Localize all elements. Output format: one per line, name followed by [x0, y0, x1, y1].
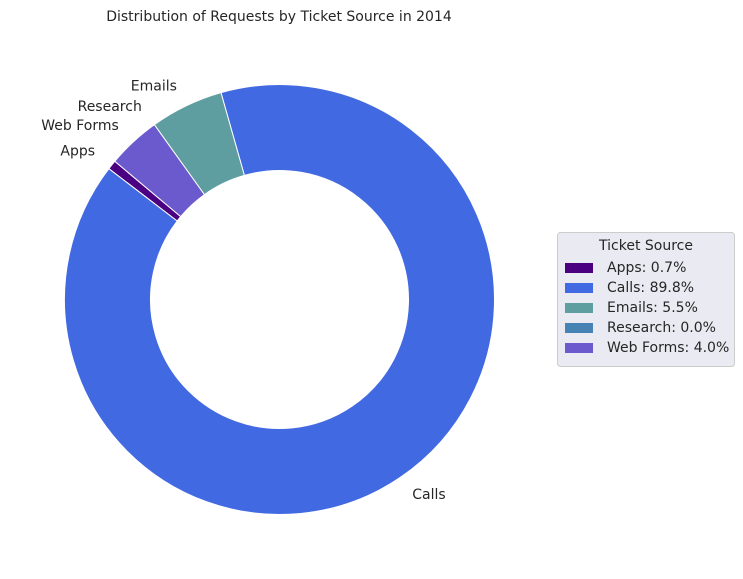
legend-swatch-emails	[565, 303, 593, 313]
legend-label-calls: Calls: 89.8%	[607, 280, 694, 296]
legend-swatch-web-forms	[565, 343, 593, 353]
legend-entries: Apps: 0.7% Calls: 89.8% Emails: 5.5% Resear…	[565, 260, 729, 356]
slice-web-forms	[114, 123, 206, 218]
slice-label-apps: Apps	[60, 144, 95, 160]
slice-label-calls: Calls	[412, 487, 445, 503]
legend-label-research: Research: 0.0%	[607, 320, 716, 336]
donut-slices	[64, 84, 495, 515]
legend-label-apps: Apps: 0.7%	[607, 260, 686, 276]
legend-swatch-calls	[565, 283, 593, 293]
legend: Ticket Source Apps: 0.7% Calls: 89.8% Emai…	[557, 232, 735, 367]
slice-label-emails: Emails	[131, 78, 177, 94]
legend-label-web-forms: Web Forms: 4.0%	[607, 340, 729, 356]
slice-labels: Apps Calls Emails Research Web Forms	[41, 78, 445, 503]
legend-label-emails: Emails: 5.5%	[607, 300, 698, 316]
slice-label-web-forms: Web Forms	[41, 118, 119, 134]
legend-swatch-research	[565, 323, 593, 333]
legend-swatch-apps	[565, 263, 593, 273]
slice-label-research: Research	[78, 99, 142, 115]
legend-title: Ticket Source	[598, 238, 693, 254]
slice-calls	[64, 84, 495, 515]
chart-title: Distribution of Requests by Ticket Sourc…	[106, 9, 452, 25]
legend-frame	[557, 232, 735, 367]
